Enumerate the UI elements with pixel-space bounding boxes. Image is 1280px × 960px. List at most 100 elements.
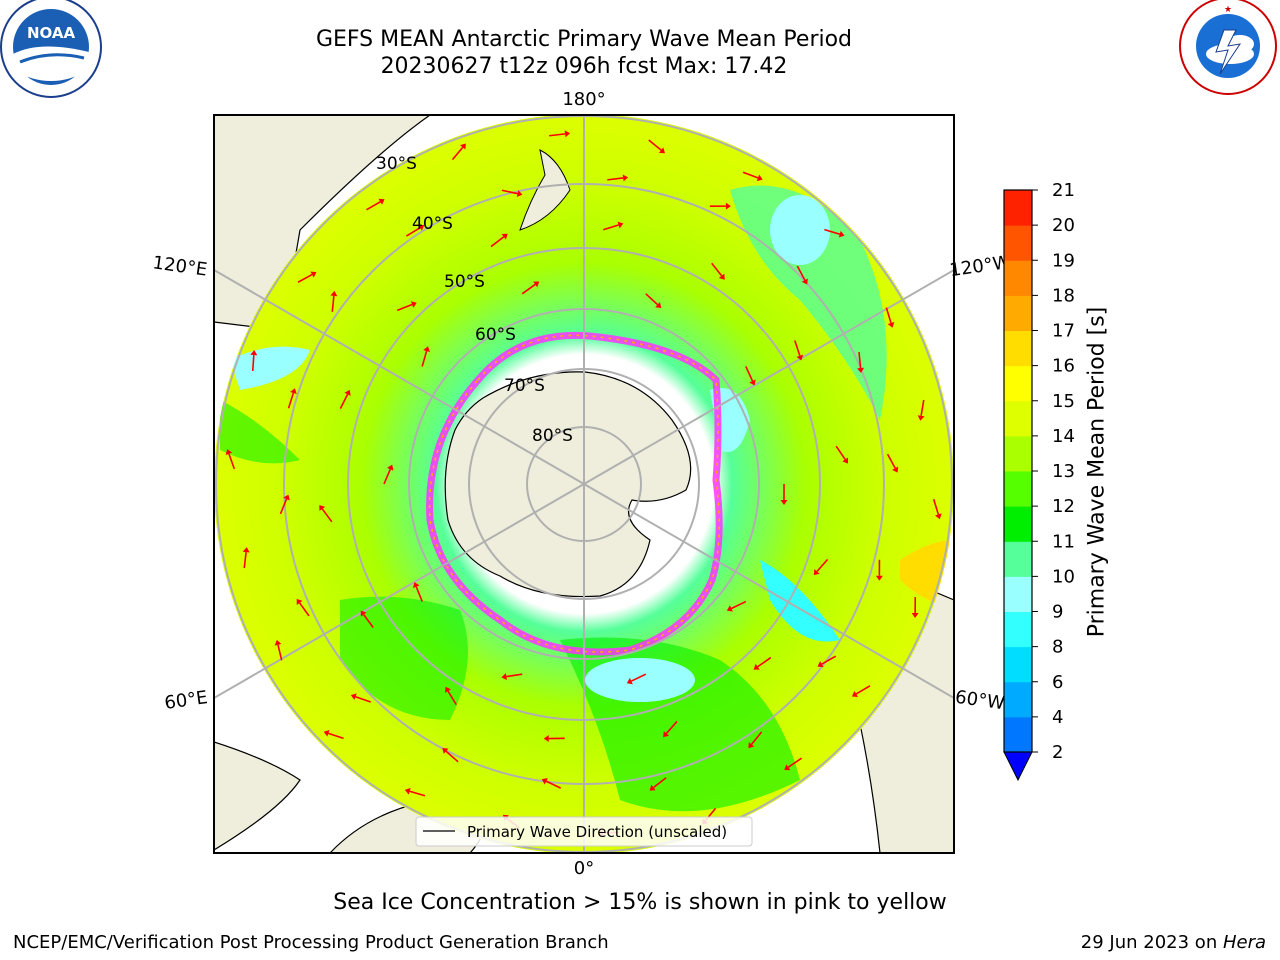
wave-arrow <box>932 498 942 520</box>
wave-arrow <box>911 597 919 619</box>
colorbar: 2 4 6 8 9 10 11 12 13 14 15 16 17 18 19 20 21 <box>1003 180 1075 782</box>
lon-label-180: 180° <box>562 89 605 110</box>
lon-label-120w: 120°W <box>948 252 1012 281</box>
host-name: Hera <box>1222 932 1266 953</box>
wave-arrow <box>339 389 351 410</box>
wave-arrow <box>501 673 523 681</box>
wave-arrow <box>886 453 899 473</box>
wave-arrow <box>360 610 374 628</box>
wave-arrow <box>711 262 725 280</box>
wave-arrow <box>421 346 430 367</box>
legend: Primary Wave Direction (unscaled) <box>415 816 753 847</box>
wave-arrow <box>451 143 466 161</box>
colorbar-tick-label: 15 <box>1052 391 1075 412</box>
wave-arrow <box>445 686 458 706</box>
colorbar-segment <box>1004 435 1032 472</box>
nws-logo: ★ <box>1179 0 1277 95</box>
colorbar-segment <box>1004 295 1032 331</box>
colorbar-tick-label: 2 <box>1052 742 1063 763</box>
wave-arrow <box>794 340 804 361</box>
wave-arrow <box>396 301 417 312</box>
wave-arrow <box>784 757 803 771</box>
colorbar-tick-label: 18 <box>1052 285 1075 306</box>
wave-arrow <box>490 233 508 248</box>
wave-arrow <box>780 484 788 505</box>
wave-arrow <box>543 735 565 743</box>
noaa-logo: NOAA <box>0 0 102 98</box>
wave-arrow <box>404 787 426 797</box>
wave-arrow <box>405 224 425 237</box>
colorbar-segment <box>1004 330 1032 367</box>
wave-arrow <box>824 228 845 238</box>
date-text: 29 Jun 2023 on <box>1080 932 1223 953</box>
colorbar-tick-label: 12 <box>1052 496 1075 517</box>
colorbar-tick-label: 4 <box>1052 707 1063 728</box>
wave-arrow <box>319 504 333 523</box>
wave-arrow <box>297 271 317 283</box>
wave-arrow <box>442 747 459 763</box>
wave-arrow <box>323 730 344 740</box>
wave-arrow <box>663 720 678 738</box>
wave-arrow <box>649 777 667 791</box>
lat-label-30s: 30°S <box>376 154 417 174</box>
colorbar-tick-label: 20 <box>1052 215 1075 236</box>
wave-arrow <box>225 449 236 470</box>
wave-arrow <box>330 290 338 312</box>
lat-label-40s: 40°S <box>412 214 453 234</box>
antarctica <box>444 371 692 598</box>
wave-arrow <box>274 639 283 661</box>
lon-label-60w: 60°W <box>954 687 1006 715</box>
wave-arrow <box>250 350 258 372</box>
colorbar-segment <box>1004 541 1032 577</box>
lon-label-60e: 60°E <box>163 687 209 714</box>
wave-arrow <box>885 307 895 328</box>
wave-arrow <box>917 399 925 421</box>
colorbar-tick-label: 13 <box>1052 461 1075 482</box>
colorbar-segment <box>1004 365 1032 402</box>
wave-arrow <box>626 673 647 685</box>
chart-subtitle: 20230627 t12z 096h fcst Max: 17.42 <box>380 54 788 79</box>
wave-arrow <box>541 778 562 789</box>
colorbar-tick-label: 9 <box>1052 602 1063 623</box>
lat-label-60s: 60°S <box>475 325 516 345</box>
lat-label-80s: 80°S <box>532 426 573 446</box>
date-line: 29 Jun 2023 on Hera <box>1081 932 1266 953</box>
colorbar-segment <box>1004 225 1032 261</box>
map-border <box>213 114 955 854</box>
wave-arrow <box>242 547 250 569</box>
colorbar-tick-label: 8 <box>1052 637 1063 658</box>
wave-arrow <box>796 265 808 285</box>
wave-arrow <box>851 685 871 697</box>
wave-arrow <box>813 558 829 576</box>
wave-arrow <box>753 656 772 670</box>
colorbar-segment <box>1004 400 1032 437</box>
colorbar-tick-label: 6 <box>1052 672 1063 693</box>
wave-arrow <box>748 731 763 749</box>
colorbar-segment <box>1004 716 1032 753</box>
new-zealand <box>519 149 571 231</box>
wave-arrow <box>709 202 731 210</box>
colorbar-segment <box>1004 646 1032 683</box>
chart-title: GEFS MEAN Antarctic Primary Wave Mean Pe… <box>315 27 853 52</box>
lat-label-50s: 50°S <box>444 272 485 292</box>
credit-line: NCEP/EMC/Verification Post Processing Pr… <box>13 932 609 953</box>
wave-arrow <box>745 366 756 386</box>
colorbar-segment <box>1004 506 1032 542</box>
colorbar-label: Primary Wave Mean Period [s] <box>1084 306 1110 638</box>
lon-label-0: 0° <box>574 858 594 879</box>
colorbar-tick-label: 11 <box>1052 531 1075 552</box>
wave-arrow <box>817 655 837 668</box>
colorbar-segment <box>1004 190 1032 226</box>
wave-arrow <box>726 600 747 612</box>
wave-arrow <box>383 464 394 485</box>
wave-arrow <box>742 171 763 182</box>
wave-arrow <box>412 582 423 602</box>
colorbar-segment <box>1004 576 1032 612</box>
wave-arrow <box>549 130 571 138</box>
sea-ice-caption: Sea Ice Concentration > 15% is shown in … <box>333 890 947 915</box>
noaa-logo-text: NOAA <box>27 24 76 42</box>
colorbar-segment <box>1004 681 1032 718</box>
legend-label: Primary Wave Direction (unscaled) <box>467 823 727 841</box>
colorbar-segment <box>1004 260 1032 296</box>
